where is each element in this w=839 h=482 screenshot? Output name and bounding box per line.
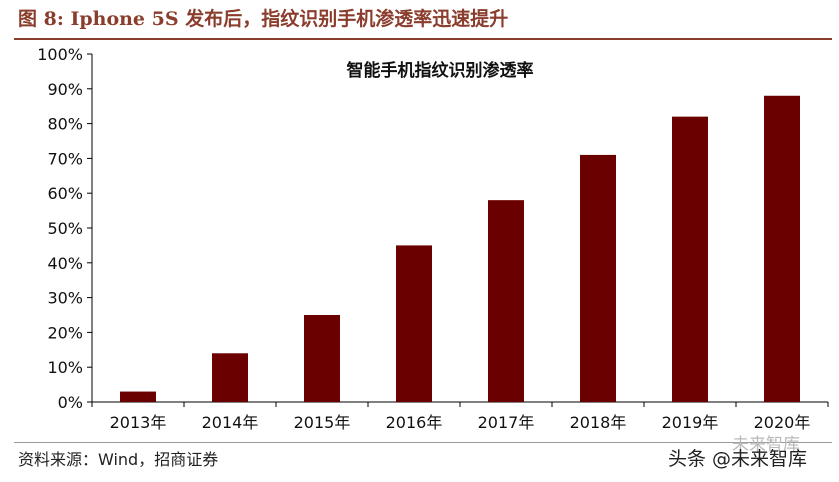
x-tick-label: 2015年 [294,413,351,432]
x-tick-label: 2017年 [478,413,535,432]
bar [120,391,156,402]
y-tick-label: 70% [47,149,83,168]
x-tick-label: 2019年 [662,413,719,432]
watermark: 头条 @未来智库 [668,448,808,470]
watermark-ghost: 未来智库 [732,435,800,455]
y-tick-label: 0% [58,393,83,412]
y-tick-label: 60% [47,184,83,203]
bars [120,95,800,402]
x-tick-label: 2013年 [110,413,167,432]
x-tick-label: 2014年 [202,413,259,432]
x-axis: 2013年 2014年 2015年 2016年 2017年 2018年 2019年 2020年 [91,401,829,432]
y-tick-label: 90% [47,80,83,99]
y-tick-label: 40% [47,254,83,273]
y-tick-label: 20% [47,323,83,342]
x-tick-label: 2016年 [386,413,443,432]
bar [396,245,432,402]
title-divider [14,38,832,40]
y-tick-label: 100% [37,45,83,64]
source-note: 资料来源：Wind，招商证券 [18,450,219,469]
x-tick-label: 2018年 [570,413,627,432]
bar [764,95,800,402]
figure-title: 图 8: Iphone 5S 发布后，指纹识别手机渗透率迅速提升 [18,8,509,30]
bar [212,353,248,402]
y-axis: 0% 10% 20% 30% 40% 50% 60% 70% 80% 90% 100% [37,45,93,412]
bar [488,200,524,402]
bar [672,116,708,402]
y-tick-label: 80% [47,115,83,134]
chart-title: 智能手机指纹识别渗透率 [347,60,534,81]
y-tick-label: 10% [47,358,83,377]
y-tick-label: 30% [47,289,83,308]
footer-divider [14,442,832,443]
bar [580,154,616,402]
bar [304,315,340,402]
y-tick-label: 50% [47,219,83,238]
x-tick-label: 2020年 [754,413,811,432]
